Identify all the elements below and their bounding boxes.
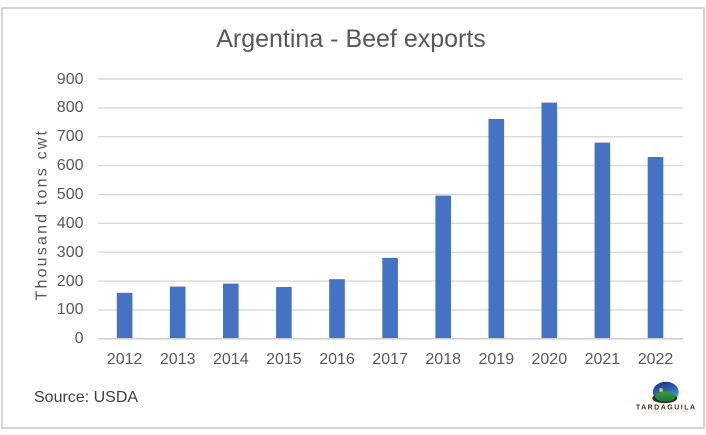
svg-text:TARDAGUILA: TARDAGUILA [636, 405, 697, 412]
svg-text:AGRONEGOCIOS: AGRONEGOCIOS [645, 410, 688, 414]
